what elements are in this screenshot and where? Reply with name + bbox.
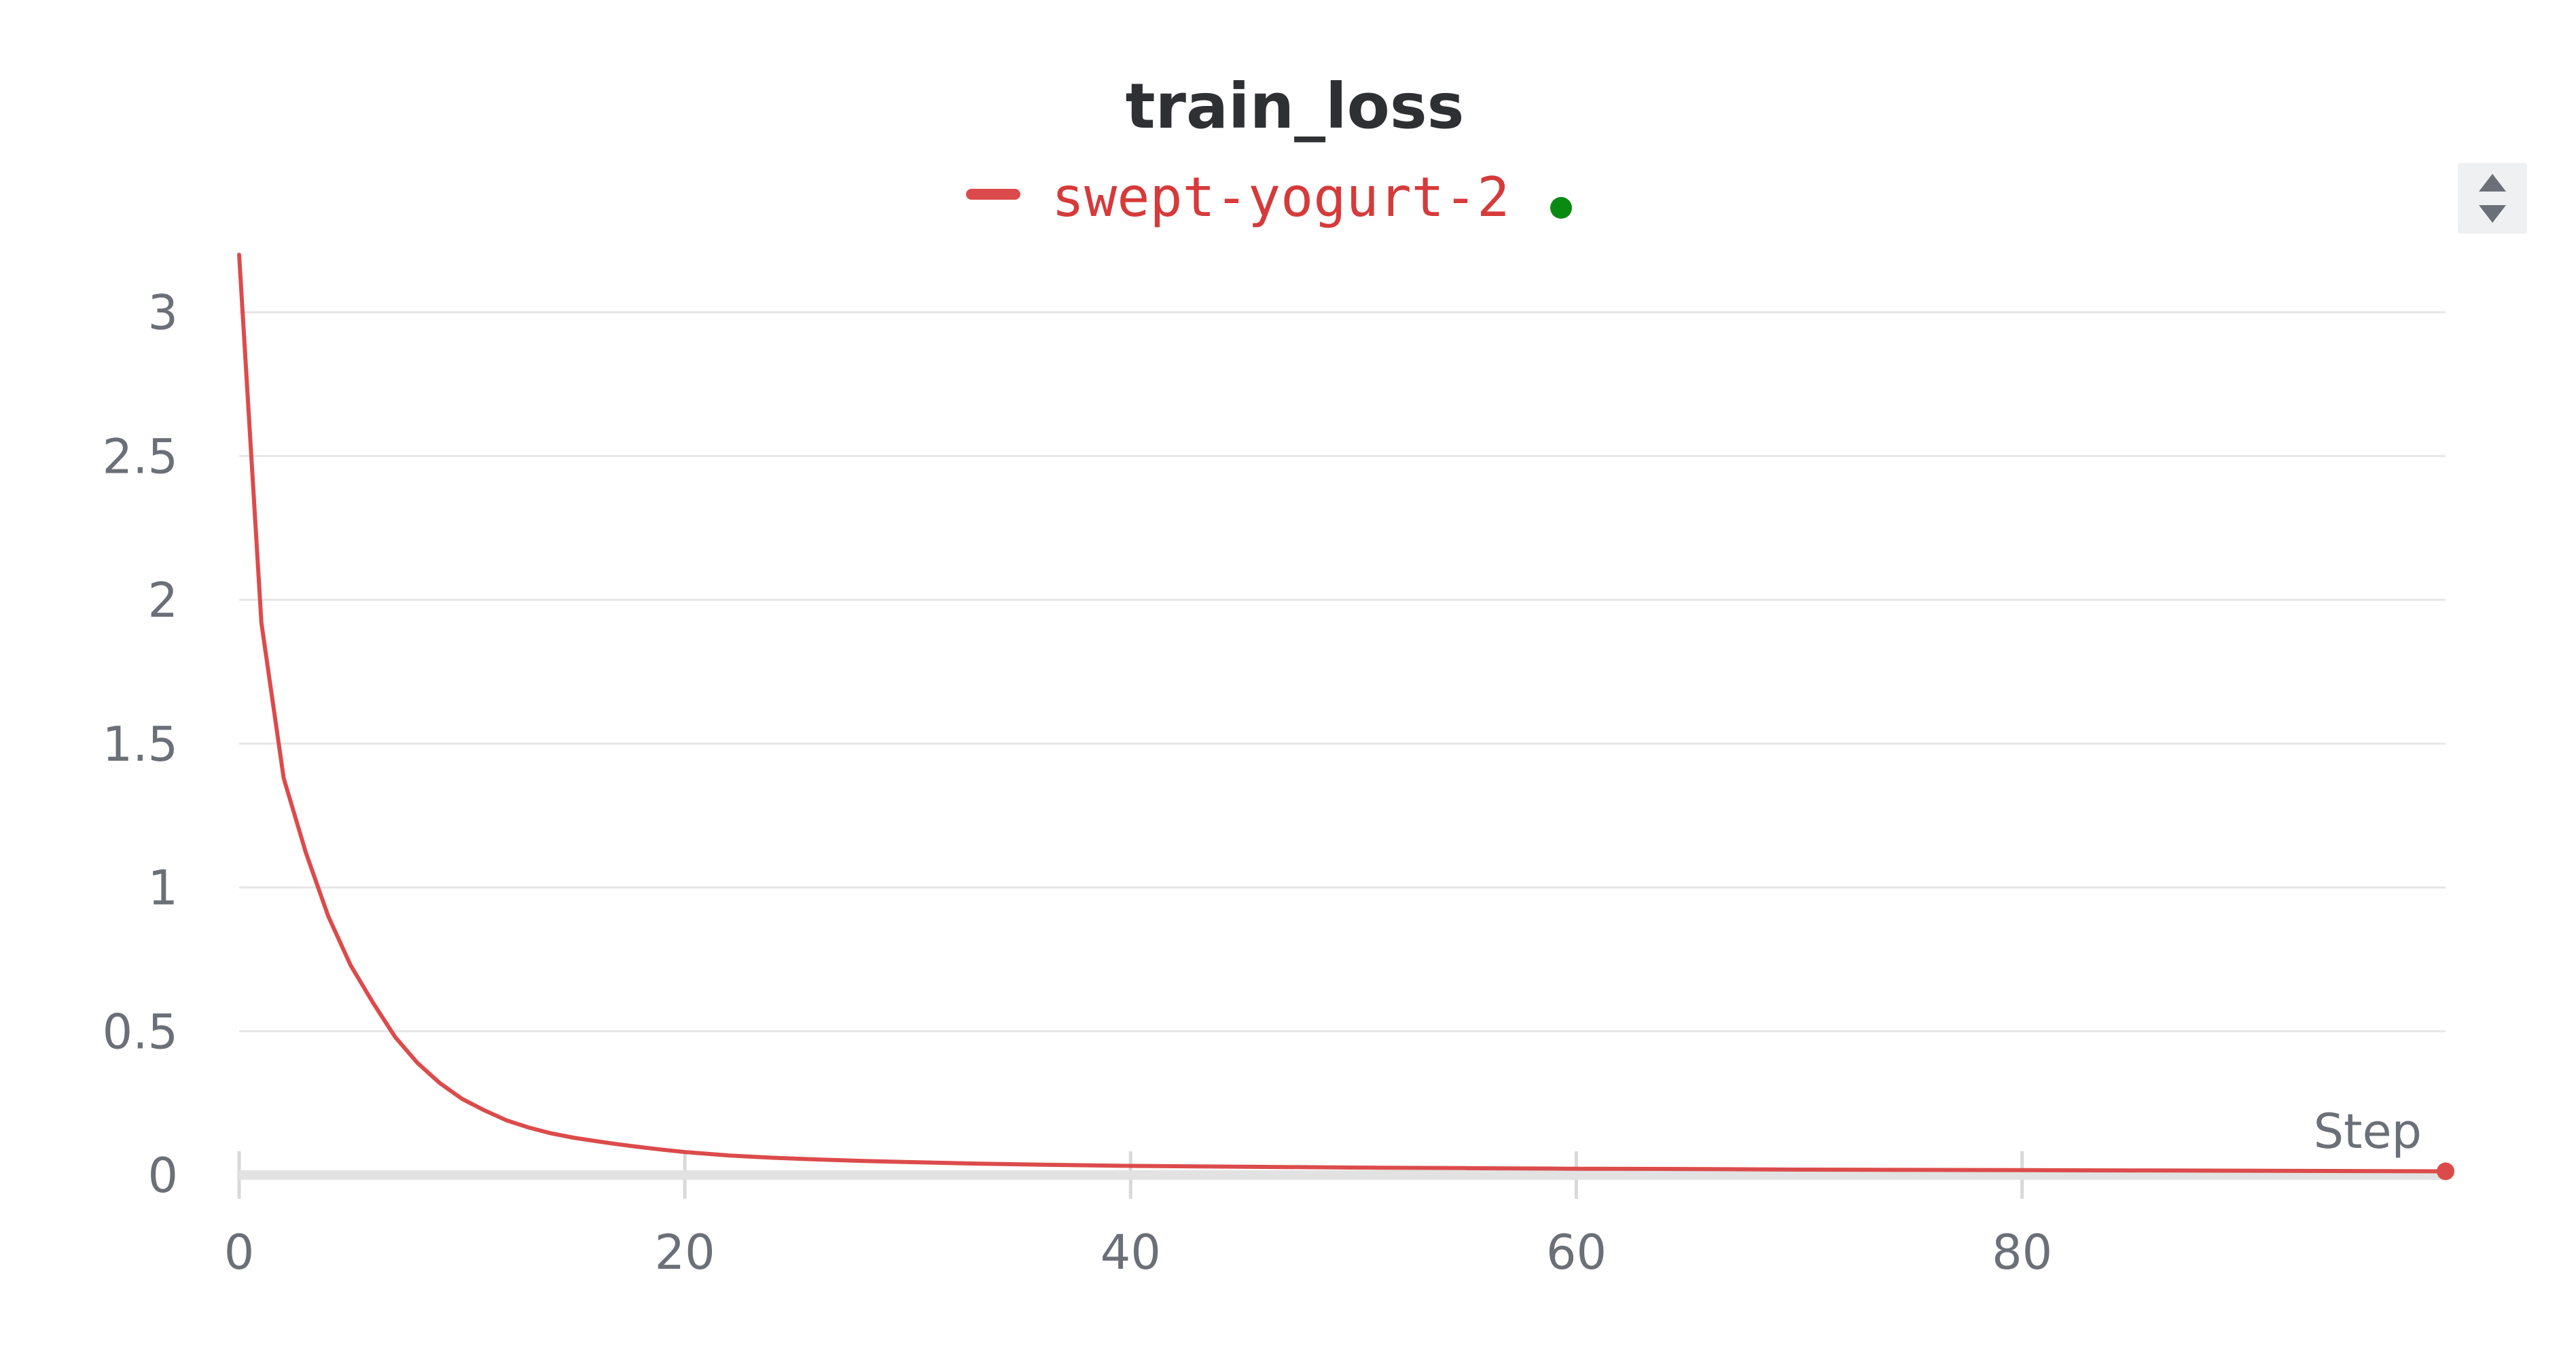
y-tick-label: 1 xyxy=(147,861,178,916)
x-tick-label: 40 xyxy=(1101,1225,1161,1280)
y-tick-label: 3 xyxy=(147,285,178,341)
x-tick-label: 20 xyxy=(655,1225,715,1280)
y-tick-label: 2.5 xyxy=(103,429,178,484)
chevron-down-icon[interactable] xyxy=(2479,205,2506,223)
x-axis-title: Step xyxy=(2314,1104,2422,1159)
legend-scroll-background xyxy=(2458,163,2527,234)
series-layer xyxy=(237,253,2454,1180)
y-tick-label: 1.5 xyxy=(103,717,178,772)
y-tick-labels: 0 0.5 1 1.5 2 2.5 3 xyxy=(103,285,178,1204)
x-tick-label: 80 xyxy=(1992,1225,2052,1280)
x-tick-label: 0 xyxy=(224,1225,255,1280)
x-tick-labels: 0 20 40 60 80 xyxy=(224,1225,2052,1280)
legend-scroll-control[interactable] xyxy=(2458,163,2527,234)
y-tick-label: 0 xyxy=(147,1148,178,1204)
y-gridlines xyxy=(239,311,2446,1032)
y-tick-label: 2 xyxy=(147,573,178,628)
series-last-point xyxy=(2437,1162,2454,1180)
x-tick-label: 60 xyxy=(1546,1225,1607,1280)
y-tick-label: 0.5 xyxy=(103,1004,178,1060)
legend[interactable]: swept-yogurt-2 xyxy=(966,166,1572,229)
legend-label-swept-yogurt-2: swept-yogurt-2 xyxy=(1052,166,1509,229)
chevron-up-icon[interactable] xyxy=(2479,174,2506,192)
series-line-swept-yogurt-2 xyxy=(237,253,2448,1174)
chart-title: train_loss xyxy=(1126,70,1465,143)
legend-swatch-swept-yogurt-2 xyxy=(966,189,1020,200)
running-status-dot-icon xyxy=(1550,197,1572,219)
